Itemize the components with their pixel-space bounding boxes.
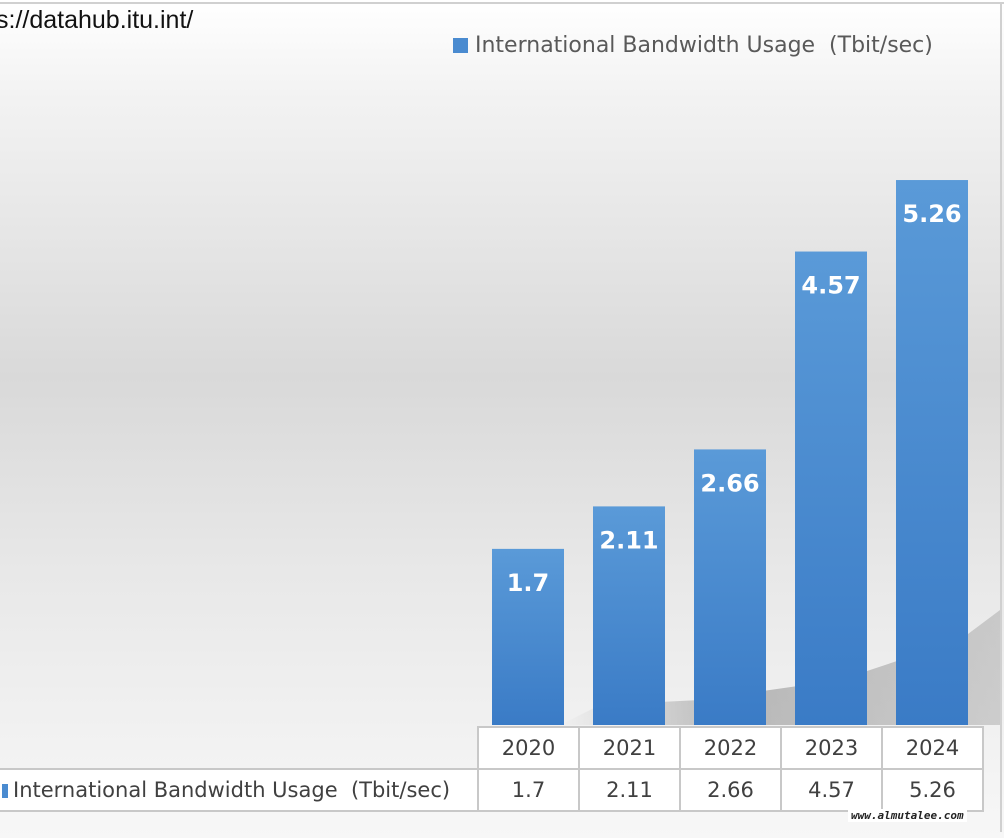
data-labels-group: 1.7 2.11 2.66 4.57 5.26 <box>507 200 962 597</box>
table-value-cell: 1.7 <box>477 768 580 812</box>
table-header-cell: 2021 <box>578 726 681 770</box>
table-value-cell: 2.11 <box>578 768 681 812</box>
bar-floor-shadow <box>560 610 1000 725</box>
bars-group <box>492 180 968 725</box>
bar-label-2024: 5.26 <box>902 200 961 228</box>
chart-frame-right <box>1000 2 1002 832</box>
watermark-text: www.almutalee.com <box>848 809 967 822</box>
bar-label-2023: 4.57 <box>801 272 860 300</box>
table-value-cell: 2.66 <box>679 768 782 812</box>
source-url-text: s://datahub.itu.int/ <box>0 6 194 34</box>
bar-label-2022: 2.66 <box>700 469 759 497</box>
bar-label-2021: 2.11 <box>599 526 658 554</box>
data-table: 2020 2021 2022 2023 2024 International B… <box>0 726 984 812</box>
table-header-cell: 2023 <box>780 726 883 770</box>
legend: International Bandwidth Usage (Tbit/sec) <box>453 33 933 58</box>
data-table-header-row: 2020 2021 2022 2023 2024 <box>0 726 984 770</box>
table-value-cell: 4.57 <box>780 768 883 812</box>
legend-label: International Bandwidth Usage (Tbit/sec) <box>475 33 933 58</box>
table-value-cell: 5.26 <box>881 768 984 812</box>
bar-2022 <box>694 449 766 725</box>
table-header-cell: 2020 <box>477 726 580 770</box>
chart-frame-top <box>0 2 1004 4</box>
data-table-corner <box>0 727 479 770</box>
bar-label-2020: 1.7 <box>507 569 550 597</box>
table-header-cell: 2022 <box>679 726 782 770</box>
bar-2024 <box>896 180 968 725</box>
bar-2020 <box>492 548 564 725</box>
bar-2023 <box>795 251 867 725</box>
legend-swatch <box>453 38 468 53</box>
table-series-cell: International Bandwidth Usage (Tbit/sec) <box>0 768 479 812</box>
table-series-swatch <box>2 784 8 798</box>
bar-2021 <box>593 506 665 725</box>
data-table-value-row: International Bandwidth Usage (Tbit/sec)… <box>0 768 984 812</box>
table-header-cell: 2024 <box>881 726 984 770</box>
table-series-name: International Bandwidth Usage (Tbit/sec) <box>13 778 451 802</box>
